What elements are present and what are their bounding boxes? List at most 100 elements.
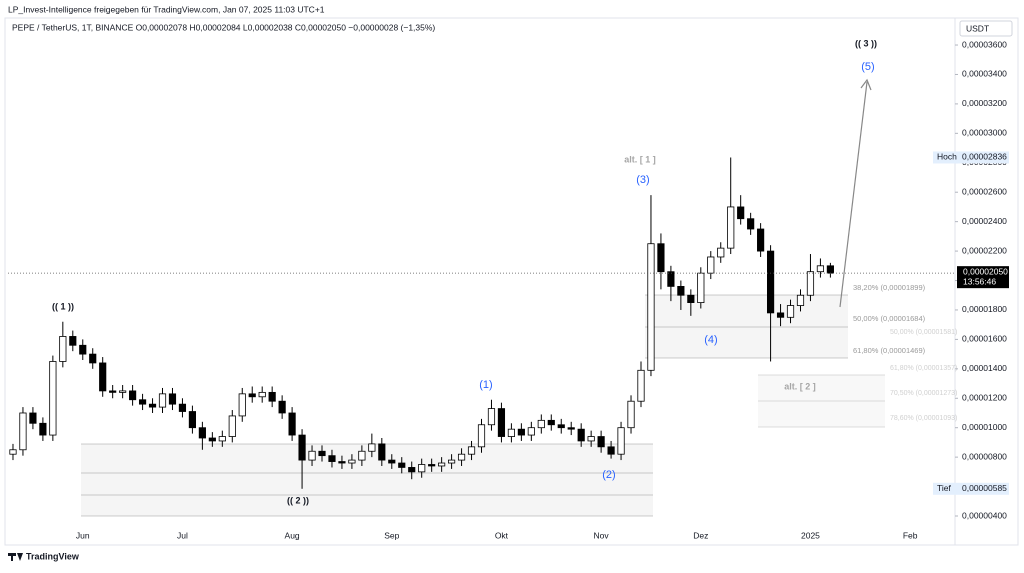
fib-label: 50,00% (0,00001684) bbox=[853, 314, 926, 323]
candle-body bbox=[188, 411, 197, 429]
high-marker-value: 0,00002836 bbox=[962, 152, 1007, 162]
last-price-box bbox=[957, 266, 1009, 289]
y-tick-label: 0,00002600 bbox=[962, 186, 1007, 196]
candle-body bbox=[657, 243, 665, 273]
candle-body bbox=[757, 228, 765, 252]
candle-body bbox=[457, 453, 466, 461]
candle-body bbox=[198, 427, 206, 439]
high-marker-label: Hoch bbox=[937, 152, 957, 162]
alt-label: alt. [ 2 ] bbox=[784, 381, 816, 391]
arrow-head bbox=[860, 78, 872, 91]
x-tick-label: Aug bbox=[285, 530, 300, 540]
fib-label: 61,80% (0,00001469) bbox=[853, 346, 926, 355]
candle-body bbox=[647, 243, 655, 371]
candle-body bbox=[238, 393, 246, 417]
candle-body bbox=[737, 206, 745, 220]
fib-label: 38,20% (0,00001899) bbox=[853, 283, 926, 292]
candle-body bbox=[786, 305, 795, 318]
currency: USDT bbox=[966, 23, 989, 33]
wave-label: (2) bbox=[602, 469, 615, 481]
x-tick-label: Jun bbox=[76, 530, 90, 540]
candle-body bbox=[487, 408, 496, 426]
candle-body bbox=[398, 462, 406, 468]
low-marker-label: Tief bbox=[937, 483, 951, 493]
fib-label: 61,80% (0,00001357) bbox=[890, 365, 957, 372]
fib-label: 70,50% (0,00001273) bbox=[890, 390, 957, 397]
candle-body bbox=[168, 393, 177, 405]
candle-body bbox=[158, 393, 167, 408]
candle-body bbox=[248, 393, 256, 398]
x-tick-label: Dez bbox=[693, 530, 708, 540]
candle-body bbox=[89, 353, 97, 364]
last-price-label: 0,00002050 bbox=[963, 266, 1008, 276]
candle-body bbox=[687, 294, 695, 303]
candle-body bbox=[617, 427, 625, 455]
candle-body bbox=[727, 206, 735, 249]
x-tick-label: Feb bbox=[903, 530, 918, 540]
candle-body bbox=[796, 294, 805, 306]
high-marker-box bbox=[933, 151, 1009, 164]
candle-body bbox=[348, 459, 356, 464]
y-tick-label: 0,00001800 bbox=[962, 304, 1007, 314]
candle-body bbox=[547, 419, 555, 426]
candle-body bbox=[697, 272, 705, 303]
wave-label: (3) bbox=[636, 174, 649, 186]
candle-body bbox=[597, 436, 605, 448]
candle-body bbox=[418, 464, 426, 473]
x-tick-label: Sep bbox=[384, 530, 399, 540]
candle-body bbox=[747, 218, 755, 230]
box bbox=[645, 295, 848, 358]
wave-label: (1) bbox=[479, 379, 492, 391]
candle-body bbox=[39, 422, 47, 436]
candle-body bbox=[637, 369, 645, 402]
wave-label: (( 3 )) bbox=[855, 38, 877, 48]
candle-body bbox=[627, 400, 635, 429]
candle-body bbox=[607, 446, 615, 455]
candle-body bbox=[19, 412, 27, 451]
candle-body bbox=[388, 459, 396, 464]
box bbox=[81, 444, 653, 516]
y-tick-label: 0,00001000 bbox=[962, 422, 1007, 432]
y-tick-label: 0,00001200 bbox=[962, 393, 1007, 403]
candle-body bbox=[9, 449, 17, 455]
candle-body bbox=[477, 424, 486, 448]
wave-label: (( 2 )) bbox=[287, 495, 309, 505]
wave-label: (( 1 )) bbox=[52, 301, 74, 311]
frame bbox=[4, 17, 1019, 546]
fib-label: 78,60% (0,00001093) bbox=[890, 415, 957, 422]
candle-body bbox=[448, 459, 456, 464]
plot bbox=[9, 157, 834, 489]
candle-body bbox=[438, 462, 446, 467]
candle-body bbox=[587, 436, 595, 442]
candle-body bbox=[717, 247, 725, 258]
candle-body bbox=[338, 461, 346, 464]
candle-body bbox=[408, 467, 416, 473]
candle-body bbox=[208, 437, 216, 442]
x-tick-label: 2025 bbox=[801, 530, 820, 540]
footer: TradingView bbox=[26, 551, 80, 561]
candle-body bbox=[497, 408, 506, 437]
arrow bbox=[839, 81, 868, 308]
candle-body bbox=[178, 403, 187, 412]
y-tick-label: 0,00001600 bbox=[962, 334, 1007, 344]
candle-body bbox=[109, 390, 117, 393]
candle-body bbox=[268, 391, 276, 402]
candle-body bbox=[148, 403, 157, 408]
countdown: 13:56:46 bbox=[963, 276, 996, 286]
caption: LP_Invest-Intelligence freigegeben für T… bbox=[8, 4, 325, 14]
candle-body bbox=[258, 391, 266, 398]
candle-body bbox=[467, 446, 476, 455]
logo bbox=[8, 553, 23, 561]
candle-body bbox=[228, 415, 236, 437]
fib-boxes bbox=[81, 294, 885, 517]
candle-body bbox=[677, 286, 685, 296]
candle-body bbox=[517, 428, 525, 436]
candle-body bbox=[368, 443, 376, 452]
candle-body bbox=[138, 399, 147, 405]
candle-body bbox=[129, 390, 137, 401]
candle-body bbox=[119, 390, 127, 393]
candle-body bbox=[707, 256, 715, 274]
candle-body bbox=[567, 427, 575, 430]
candle-body bbox=[318, 450, 326, 457]
candle-body bbox=[577, 428, 585, 442]
